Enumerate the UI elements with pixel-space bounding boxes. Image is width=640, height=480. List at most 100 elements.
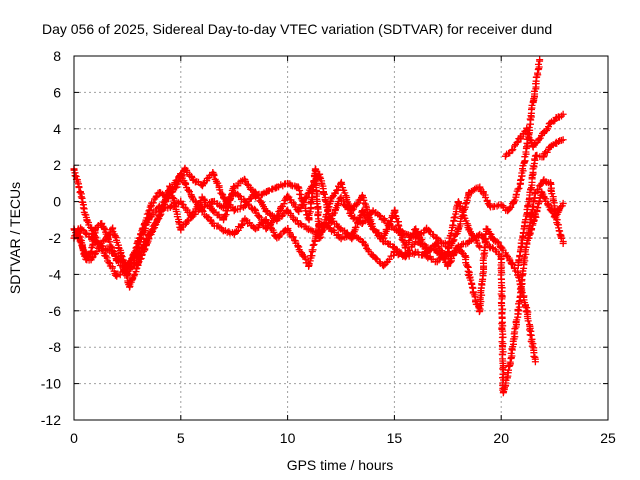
series-track-d bbox=[514, 136, 567, 269]
data-point bbox=[525, 234, 533, 242]
data-point bbox=[177, 170, 185, 178]
data-point bbox=[465, 238, 473, 246]
data-point bbox=[177, 225, 185, 233]
y-tick-label: -4 bbox=[49, 266, 62, 282]
x-tick-label: 15 bbox=[387, 430, 403, 446]
data-point bbox=[497, 252, 505, 260]
data-point bbox=[506, 361, 514, 369]
data-point bbox=[465, 189, 473, 196]
y-tick-label: -10 bbox=[41, 376, 61, 392]
data-point bbox=[489, 234, 497, 242]
data-point bbox=[113, 272, 121, 280]
series-track-f bbox=[525, 188, 567, 242]
data-point bbox=[401, 243, 409, 251]
data-point bbox=[241, 176, 249, 184]
data-point bbox=[294, 207, 302, 215]
series-track-c bbox=[74, 170, 567, 397]
data-point bbox=[273, 212, 281, 220]
data-point bbox=[348, 212, 356, 220]
data-point bbox=[252, 225, 260, 233]
data-point bbox=[284, 207, 292, 215]
data-point bbox=[230, 207, 238, 215]
data-point bbox=[519, 234, 527, 242]
data-point bbox=[284, 192, 292, 200]
data-point bbox=[87, 256, 95, 264]
data-point bbox=[559, 110, 567, 118]
data-point bbox=[369, 252, 377, 260]
data-point bbox=[412, 234, 420, 242]
data-point bbox=[123, 261, 131, 269]
data-point bbox=[559, 239, 567, 247]
data-point bbox=[454, 198, 462, 206]
y-tick-label: 4 bbox=[53, 121, 61, 137]
data-point bbox=[412, 249, 420, 257]
data-point bbox=[510, 198, 518, 206]
data-point bbox=[252, 207, 260, 215]
data-point bbox=[117, 249, 125, 257]
data-point bbox=[155, 212, 163, 220]
data-point bbox=[538, 189, 546, 196]
data-point bbox=[540, 152, 548, 160]
data-point bbox=[553, 139, 561, 147]
data-point bbox=[209, 168, 217, 176]
data-point bbox=[83, 216, 91, 224]
data-point bbox=[514, 261, 522, 269]
data-point bbox=[553, 114, 561, 122]
data-point bbox=[516, 179, 524, 187]
data-point bbox=[220, 227, 228, 235]
data-point bbox=[311, 165, 319, 173]
data-point bbox=[316, 219, 324, 227]
data-point bbox=[487, 243, 495, 251]
data-point bbox=[348, 230, 356, 238]
data-point bbox=[155, 189, 163, 196]
data-point bbox=[145, 234, 153, 242]
plot-area bbox=[70, 56, 567, 397]
data-point bbox=[241, 198, 249, 206]
y-tick-label: 0 bbox=[53, 194, 61, 210]
data-point bbox=[422, 225, 430, 233]
data-point bbox=[504, 207, 512, 215]
data-point bbox=[465, 270, 473, 278]
data-point bbox=[337, 225, 345, 233]
data-point bbox=[444, 252, 452, 260]
y-tick-label: 8 bbox=[53, 48, 61, 64]
data-point bbox=[108, 225, 116, 233]
y-axis-label: SDTVAR / TECUs bbox=[7, 182, 23, 294]
data-point bbox=[390, 249, 398, 257]
data-point bbox=[433, 258, 441, 266]
data-point bbox=[187, 212, 195, 220]
data-point bbox=[506, 256, 514, 264]
data-point bbox=[145, 216, 153, 224]
data-point bbox=[337, 179, 345, 187]
data-point bbox=[433, 249, 441, 257]
data-point bbox=[529, 143, 537, 151]
data-point bbox=[476, 183, 484, 191]
data-point bbox=[147, 201, 155, 209]
x-axis-label: GPS time / hours bbox=[287, 457, 394, 473]
data-point bbox=[337, 234, 345, 242]
data-point bbox=[369, 207, 377, 215]
x-axis: 0 5 10 15 20 25 bbox=[70, 56, 616, 446]
data-point bbox=[555, 207, 563, 215]
data-point bbox=[444, 261, 452, 269]
data-point bbox=[380, 216, 388, 224]
data-point bbox=[305, 216, 313, 224]
data-point bbox=[198, 194, 206, 202]
data-point bbox=[134, 243, 142, 251]
data-point bbox=[294, 243, 302, 251]
data-point bbox=[187, 192, 195, 200]
data-point bbox=[433, 234, 441, 242]
data-point bbox=[501, 152, 509, 160]
data-point bbox=[499, 389, 507, 397]
data-point bbox=[516, 134, 524, 142]
data-point bbox=[76, 225, 84, 233]
data-point bbox=[412, 225, 420, 233]
data-point bbox=[514, 307, 522, 315]
data-point bbox=[166, 203, 174, 211]
data-point bbox=[316, 170, 324, 178]
data-point bbox=[87, 249, 95, 257]
data-point bbox=[540, 128, 548, 136]
data-point bbox=[102, 252, 110, 260]
data-point bbox=[551, 212, 559, 220]
data-point bbox=[262, 189, 270, 196]
